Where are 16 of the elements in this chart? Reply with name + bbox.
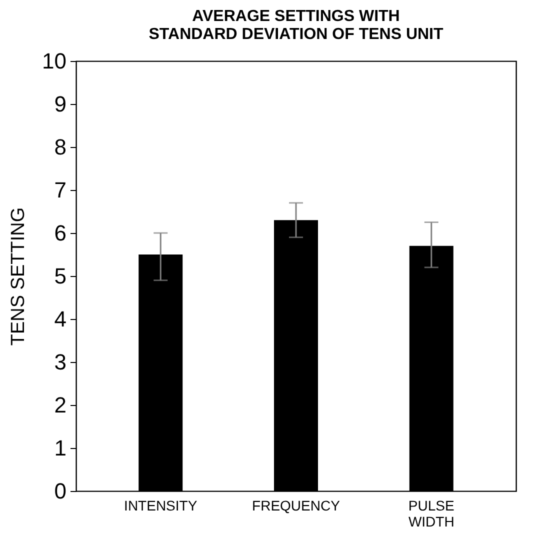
y-tick-label: 2 [54, 392, 66, 418]
x-tick-label: PULSE WIDTH [408, 498, 454, 530]
y-tick-label: 6 [54, 220, 66, 246]
chart-title: AVERAGE SETTINGS WITH STANDARD DEVIATION OF TENS UNIT [148, 8, 444, 43]
y-tick-label: 7 [54, 178, 66, 202]
y-tick-label: 8 [54, 134, 66, 160]
y-tick-label: 1 [54, 436, 66, 460]
y-tick-label: 5 [54, 264, 66, 288]
y-axis-title: TENS SETTING [8, 207, 30, 346]
x-tick-label: FREQUENCY [252, 498, 341, 514]
y-tick-label: 4 [54, 306, 66, 332]
y-tick-label: 3 [54, 350, 66, 374]
y-tick-label: 9 [54, 92, 66, 116]
x-tick-label: INTENSITY [124, 498, 198, 514]
y-tick-label: 0 [54, 478, 66, 504]
y-tick-label: 10 [42, 48, 66, 74]
